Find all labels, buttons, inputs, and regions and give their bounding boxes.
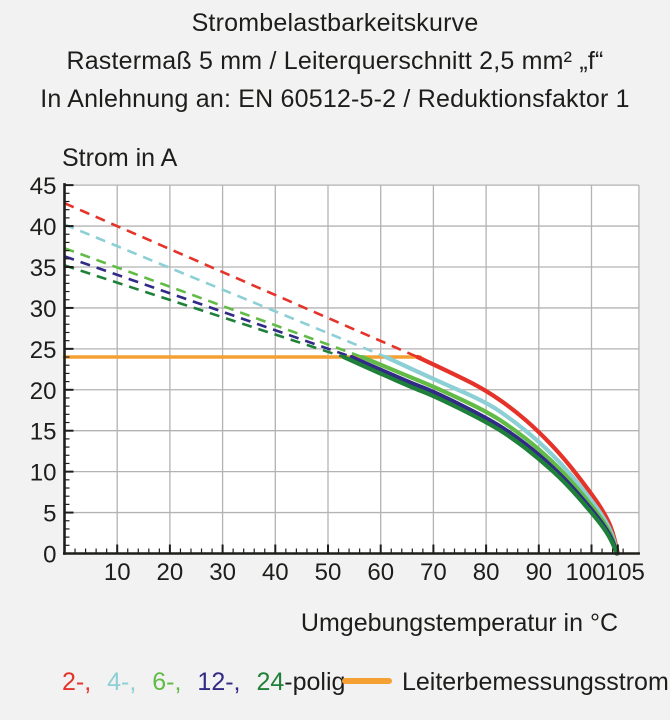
y-tick-label: 45 <box>30 173 57 200</box>
legend-item-12-polig: 12-, <box>197 668 241 696</box>
legend-pole-labels: 2-, 4-, 6-, 12-, 24-polig <box>62 668 345 697</box>
x-axis-title: Umgebungstemperatur in °C <box>301 609 618 637</box>
x-tick-label: 105 <box>605 559 645 586</box>
title-line-1: Strombelastbarkeitskurve <box>191 9 479 37</box>
y-tick-label: 25 <box>30 337 57 364</box>
x-tick-label: 70 <box>420 559 447 586</box>
legend-reference: Leiterbemessungsstrom <box>342 668 669 697</box>
x-tick-label: 60 <box>367 559 394 586</box>
x-tick-label: 40 <box>262 559 289 586</box>
x-tick-label: 100 <box>565 559 605 586</box>
chart-title-block: Strombelastbarkeitskurve Rastermaß 5 mm … <box>0 4 670 118</box>
legend-item-4-polig: 4-, <box>107 668 137 696</box>
reference-line-label: Leiterbemessungsstrom <box>402 668 669 696</box>
series-2-polig-curve <box>415 354 620 556</box>
x-tick-label: 20 <box>157 559 184 586</box>
legend: 2-, 4-, 6-, 12-, 24-polig Leiterbemessun… <box>0 658 670 708</box>
series-6-polig-dashed <box>64 246 363 359</box>
legend-item-6-polig: 6-, <box>152 668 182 696</box>
legend-polig-suffix: -polig <box>284 668 346 696</box>
x-tick-label: 10 <box>104 559 131 586</box>
y-tick-label: 10 <box>30 460 57 487</box>
y-tick-label: 5 <box>43 501 56 528</box>
series-2-polig-dashed <box>63 201 419 359</box>
y-axis-title: Strom in A <box>62 144 178 172</box>
title-line-2: Rastermaß 5 mm / Leiterquerschnitt 2,5 m… <box>66 47 604 75</box>
reference-line-swatch <box>342 678 392 685</box>
derating-chart-svg: Strom in A Umgebungstemperatur in °C 10 2… <box>30 144 645 637</box>
legend-item-2-polig: 2-, <box>62 668 92 696</box>
y-tick-label: 15 <box>30 419 57 446</box>
x-tick-label: 90 <box>525 559 552 586</box>
legend-item-24-polig: 24 <box>256 668 285 696</box>
x-tick-label: 50 <box>315 559 342 586</box>
derating-chart: Strom in A Umgebungstemperatur in °C 10 2… <box>0 140 670 640</box>
x-tick-label: 80 <box>473 559 500 586</box>
series-24-polig-dashed <box>64 264 345 359</box>
plot-area <box>64 185 639 554</box>
y-tick-label: 30 <box>30 296 57 323</box>
title-line-3: In Anlehnung an: EN 60512-5-2 / Reduktio… <box>40 85 630 113</box>
series-24-polig-curve <box>341 354 619 556</box>
y-tick-label: 40 <box>30 214 57 241</box>
x-tick-label: 30 <box>209 559 236 586</box>
y-tick-label: 20 <box>30 378 57 405</box>
series-4-polig-dashed <box>64 223 387 359</box>
y-tick-label: 35 <box>30 255 57 282</box>
y-tick-label: 0 <box>43 542 56 569</box>
